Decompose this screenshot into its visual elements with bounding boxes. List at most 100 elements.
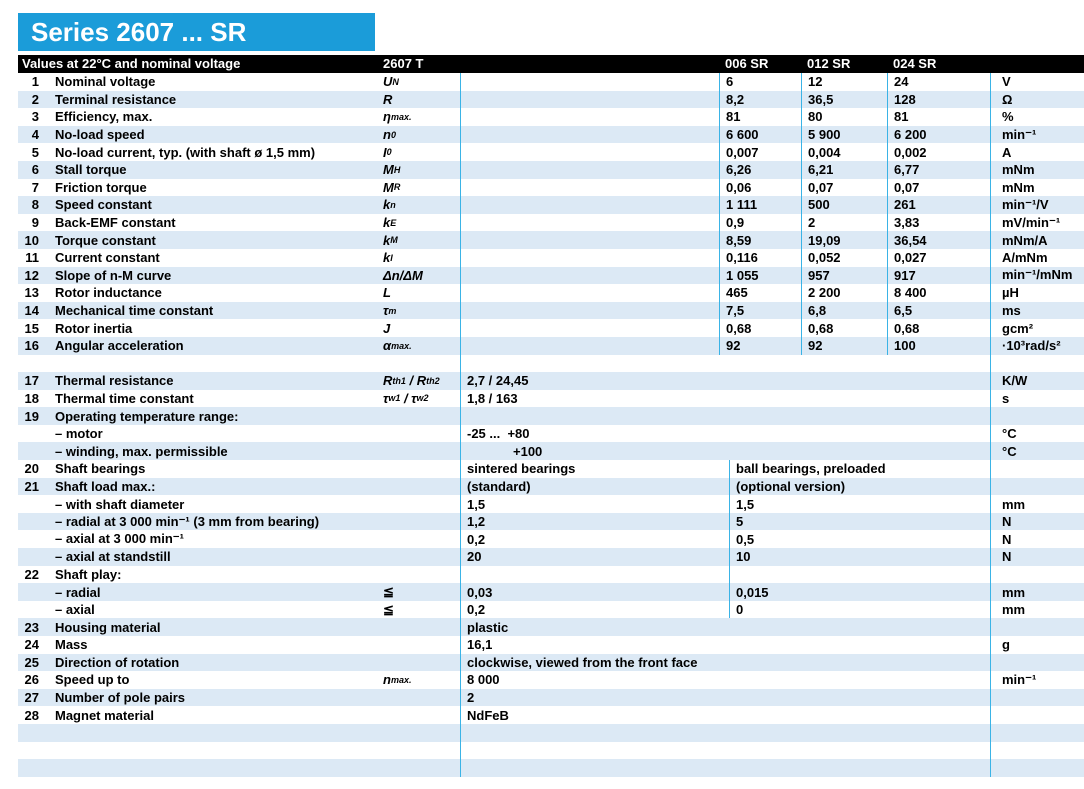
value-span: +100 (513, 443, 543, 459)
unit-label: mm (990, 600, 1084, 619)
parameter-label: – axial at 3 000 min⁻¹ (55, 531, 184, 547)
value-area: 0,03 0,015 (460, 583, 991, 601)
parameter-label: Number of pole pairs (55, 690, 186, 706)
table-row: 1 Nominal voltage U N 6 12 24 V (18, 73, 1084, 91)
table-row: 11 Current constant k I 0,116 0,052 0,027 A/mNm (18, 248, 1084, 267)
table-row: 20 Shaft bearings sintered bearings ball be… (18, 460, 1084, 478)
value-012sr: 80 (801, 108, 887, 126)
row-number: 4 (31, 127, 39, 143)
value-area: 6,26 6,21 6,77 (460, 160, 991, 179)
value-006sr: 0,68 (719, 319, 801, 337)
value-024sr: 6,77 (887, 160, 991, 179)
value-006sr: 92 (719, 336, 801, 355)
value-area: clockwise, viewed from the front face (460, 653, 991, 672)
value-006sr: 6,26 (719, 160, 801, 179)
table-row: 12 Slope of n-M curve Δn/ΔM 1 055 957 917 min⁻… (18, 266, 1084, 285)
unit-label: ·10³rad/s² (990, 336, 1084, 355)
parameter-label: – axial at standstill (55, 549, 171, 565)
row-number: 6 (31, 162, 39, 178)
value-area: 8 000 (460, 671, 991, 689)
value-area: (standard) (optional version) (460, 477, 991, 496)
value-012sr: 92 (801, 336, 887, 355)
value-area: 6 12 24 (460, 73, 991, 91)
table-row: 23 Housing material plastic (18, 618, 1084, 636)
value-024sr: 128 (887, 90, 991, 109)
row-number: 26 (24, 672, 39, 688)
unit-label: A (990, 143, 1084, 161)
row-number: 27 (24, 690, 39, 706)
value-optional: 0 (729, 600, 991, 619)
unit-label: A/mNm (990, 248, 1084, 267)
table-row: 15 Rotor inertia J 0,68 0,68 0,68 gcm² (18, 319, 1084, 337)
unit-label: Ω (990, 90, 1084, 109)
table-row: 3 Efficiency, max. η max. 81 80 81% (18, 108, 1084, 126)
value-standard (461, 566, 729, 584)
value-area: 465 2 200 8 400 (460, 284, 991, 302)
value-024sr: 100 (887, 336, 991, 355)
parameter-label: Mass (55, 637, 88, 653)
value-024sr: 261 (887, 196, 991, 214)
value-024sr: 0,68 (887, 319, 991, 337)
value-area: 6 600 5 900 6 200 (460, 125, 991, 144)
value-standard: 1,2 (467, 514, 486, 530)
unit-label: mm (990, 583, 1084, 601)
value-area: 8,59 19,09 36,54 (460, 231, 991, 249)
value-area: 0,68 0,68 0,68 (460, 319, 991, 337)
parameter-label: – with shaft diameter (55, 496, 185, 512)
value-area: 0,007 0,004 0,002 (460, 143, 991, 161)
header-variant-012sr: 012 SR (807, 56, 851, 71)
unit-label (990, 477, 1084, 496)
value-area: 2,7 / 24,45 (460, 372, 991, 390)
value-area: -25 ... +80 (460, 424, 991, 443)
parameter-label: Friction torque (55, 179, 147, 195)
row-number: 16 (24, 338, 39, 354)
value-area: 1 055 957 917 (460, 266, 991, 285)
value-standard: 0,2 (467, 531, 486, 547)
row-number: 24 (24, 637, 39, 653)
value-optional (729, 565, 991, 584)
value-024sr: 917 (887, 266, 991, 285)
table-row (18, 759, 1084, 777)
value-area: 8,2 36,5 128 (460, 90, 991, 109)
parameter-label: Thermal time constant (55, 390, 194, 406)
table-row: 8 Speed constant k n 1 111 500 261 min⁻¹/V (18, 196, 1084, 214)
row-number: 9 (31, 215, 39, 231)
row-number: 2 (31, 91, 39, 107)
unit-label: µH (990, 284, 1084, 302)
parameter-label: Slope of n-M curve (55, 267, 172, 283)
table-row: – motor -25 ... +80 °C (18, 424, 1084, 443)
value-006sr: 8,59 (719, 231, 801, 249)
value-012sr: 2 200 (801, 284, 887, 302)
value-012sr: 6,8 (801, 301, 887, 320)
value-standard: 0,2 (467, 602, 486, 618)
value-area (460, 354, 991, 373)
value-optional: 5 (729, 512, 991, 531)
row-number: 19 (24, 408, 39, 424)
value-optional: 10 (729, 548, 991, 566)
value-standard: 0,03 (467, 584, 493, 600)
parameter-label: Stall torque (55, 162, 127, 178)
parameter-symbol: n max. (383, 672, 412, 688)
table-row (18, 354, 1084, 373)
parameter-label: Shaft play: (55, 566, 122, 582)
parameter-label: Back-EMF constant (55, 215, 176, 231)
unit-label: N (990, 512, 1084, 531)
parameter-label: Nominal voltage (55, 74, 156, 90)
unit-label: mNm (990, 160, 1084, 179)
unit-label: N (990, 530, 1084, 549)
value-006sr: 465 (719, 284, 801, 302)
row-number: 15 (24, 320, 39, 336)
value-area: 92 92 100 (460, 336, 991, 355)
value-area: 0,9 2 3,83 (460, 213, 991, 232)
table-row: 9 Back-EMF constant k E 0,9 2 3,83 mV/min⁻¹ (18, 213, 1084, 232)
value-span: NdFeB (467, 707, 509, 723)
table-row: – axial at standstill 20 10 N (18, 548, 1084, 566)
value-024sr: 3,83 (887, 213, 991, 232)
value-span (461, 759, 991, 777)
table-row: 5 No-load current, typ. (with shaft ø 1,5… (18, 143, 1084, 161)
table-row: 19 Operating temperature range: (18, 407, 1084, 425)
